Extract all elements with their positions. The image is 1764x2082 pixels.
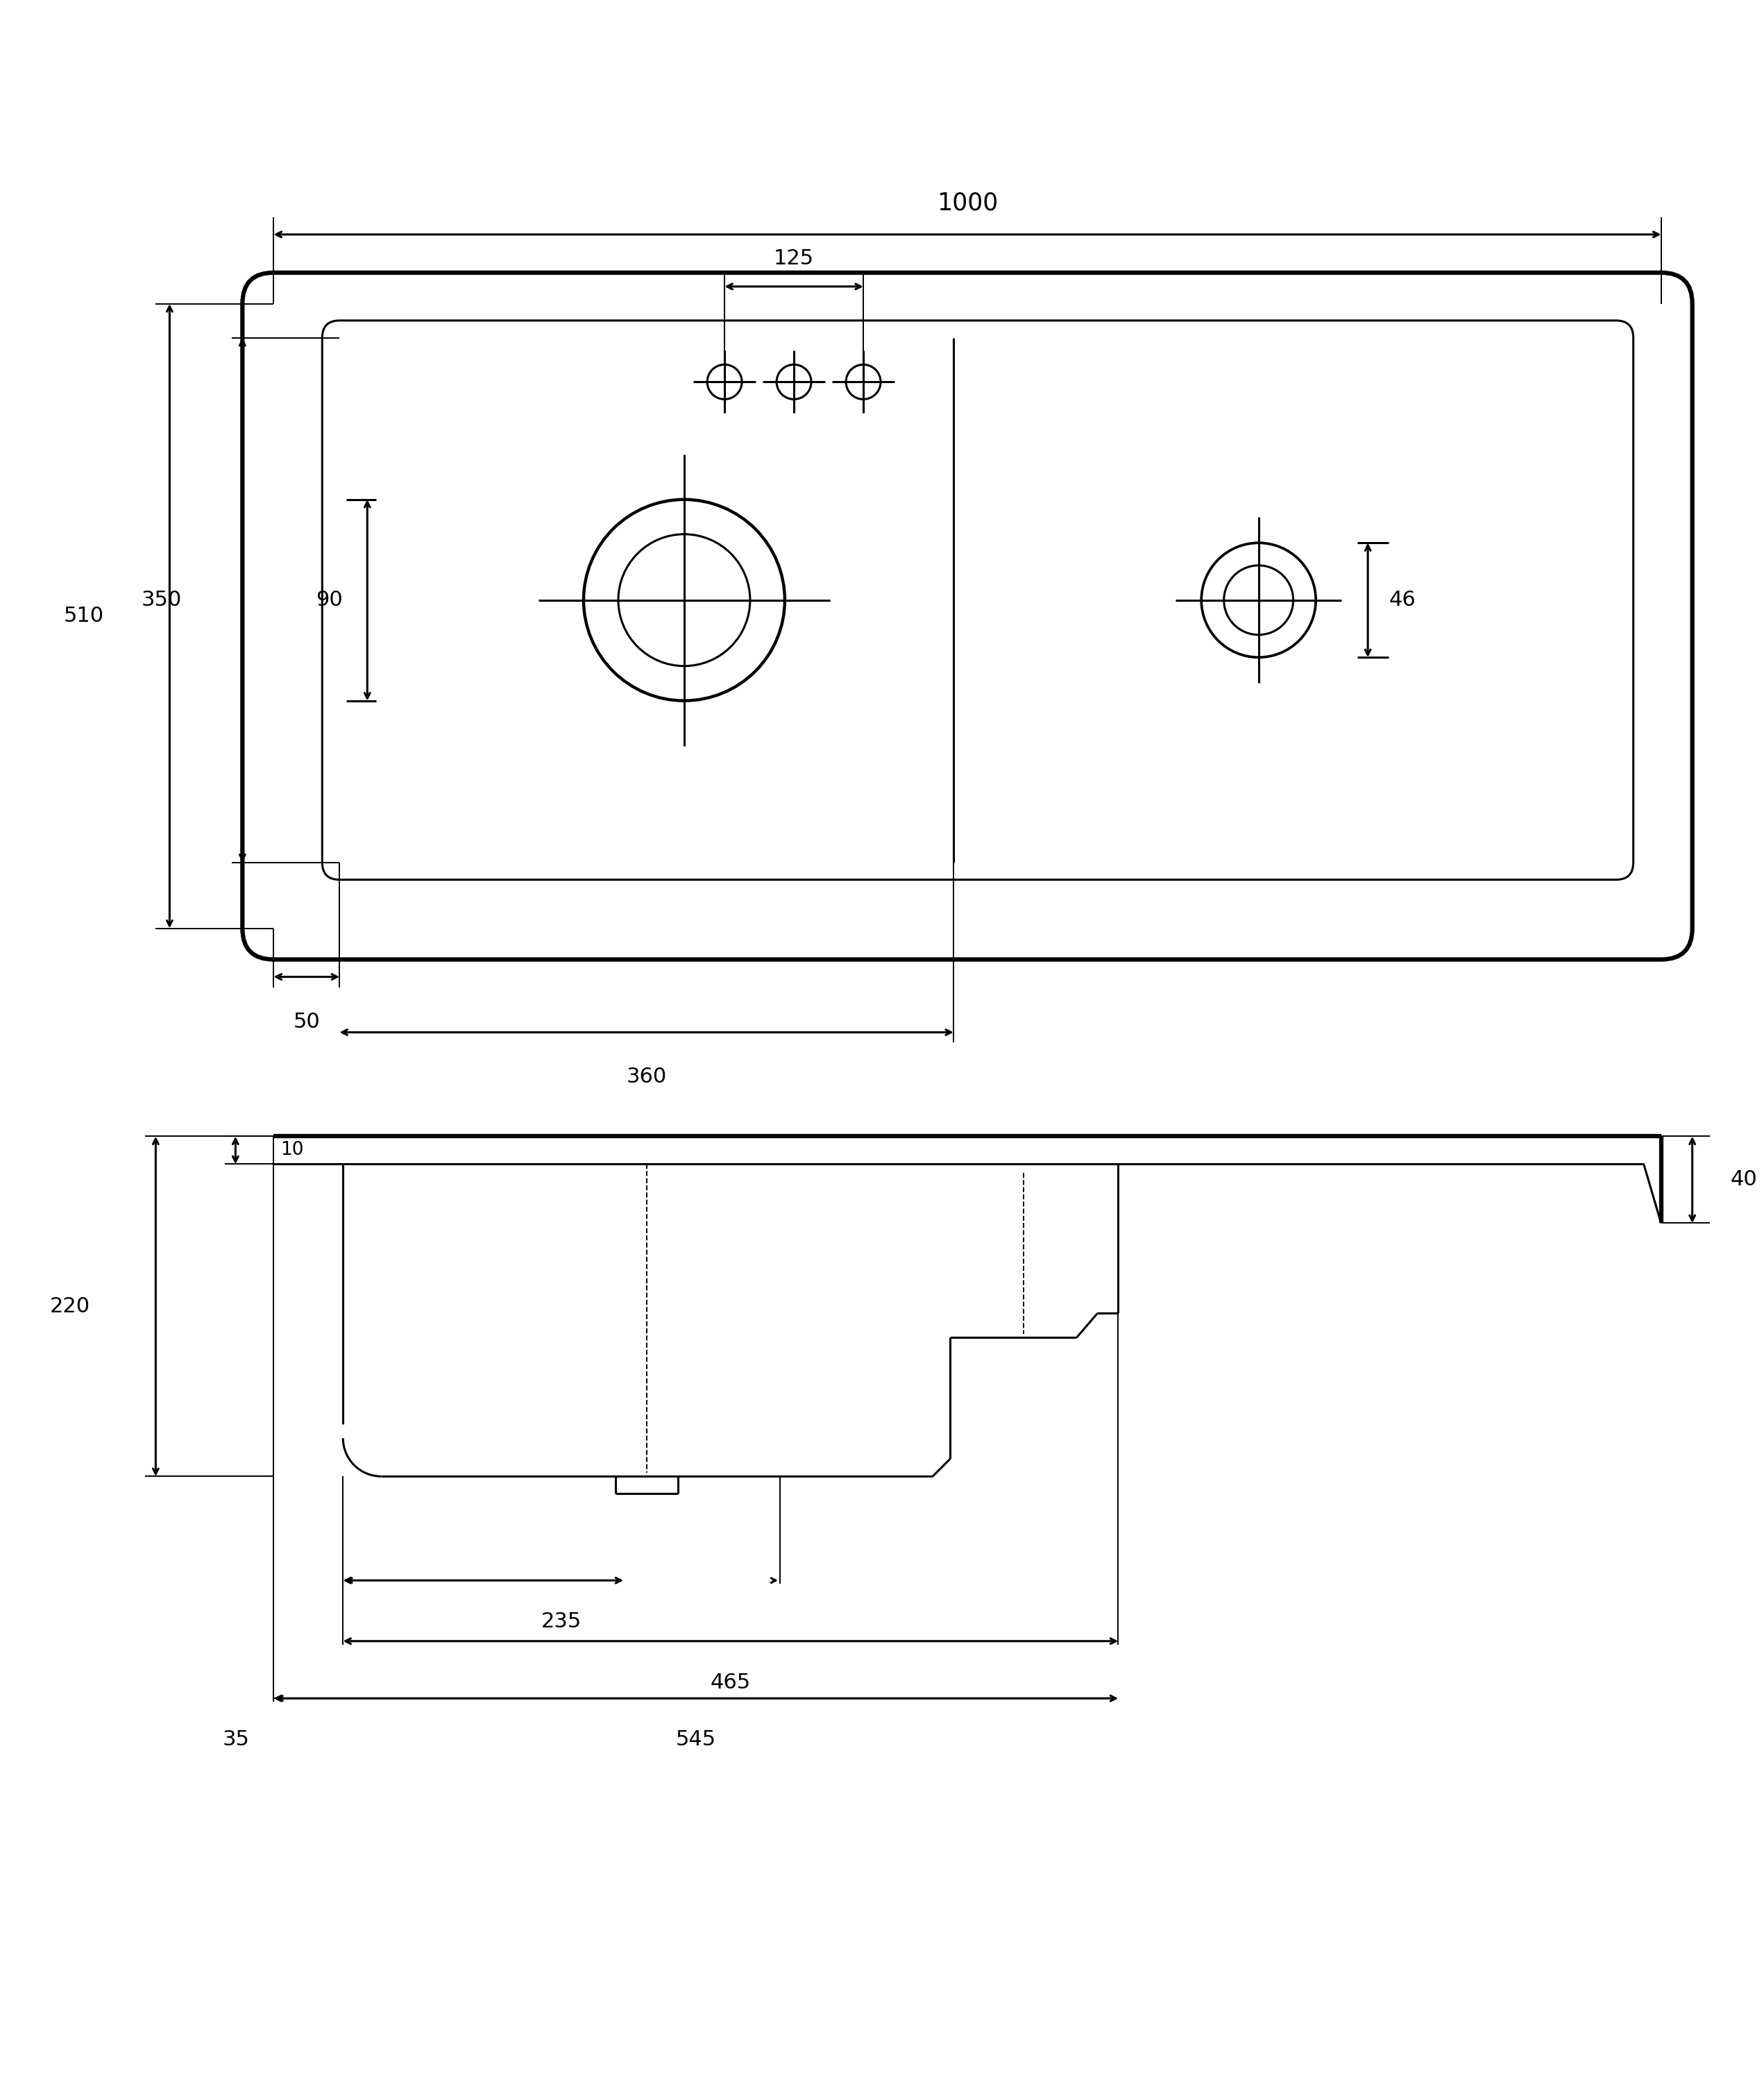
Text: 125: 125 xyxy=(774,248,815,269)
Text: 350: 350 xyxy=(141,589,182,610)
Text: 40: 40 xyxy=(1730,1170,1757,1189)
Text: 35: 35 xyxy=(222,1730,249,1749)
Text: 10: 10 xyxy=(280,1141,303,1160)
Text: 50: 50 xyxy=(293,1012,319,1033)
Text: 545: 545 xyxy=(676,1730,716,1749)
Text: 46: 46 xyxy=(1388,589,1415,610)
FancyBboxPatch shape xyxy=(323,321,1633,881)
Text: 360: 360 xyxy=(626,1066,667,1087)
Text: 1000: 1000 xyxy=(937,192,998,214)
Text: 510: 510 xyxy=(64,606,104,627)
Text: 465: 465 xyxy=(711,1672,751,1693)
FancyBboxPatch shape xyxy=(242,273,1692,960)
Text: 220: 220 xyxy=(49,1297,90,1316)
Text: 235: 235 xyxy=(542,1611,582,1632)
Text: 90: 90 xyxy=(316,589,342,610)
